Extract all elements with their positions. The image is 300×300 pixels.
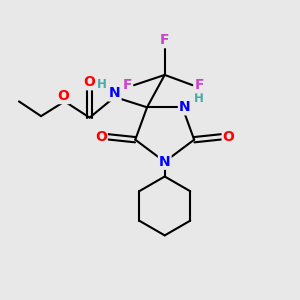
Text: F: F xyxy=(194,78,204,92)
Text: O: O xyxy=(57,89,69,103)
Text: N: N xyxy=(109,86,121,100)
Text: F: F xyxy=(160,33,169,47)
Text: O: O xyxy=(223,130,235,144)
Text: F: F xyxy=(123,78,132,92)
Text: O: O xyxy=(95,130,107,144)
Text: N: N xyxy=(159,155,170,169)
Text: H: H xyxy=(98,78,107,91)
Text: N: N xyxy=(179,100,190,114)
Text: H: H xyxy=(194,92,203,105)
Text: O: O xyxy=(84,75,96,89)
